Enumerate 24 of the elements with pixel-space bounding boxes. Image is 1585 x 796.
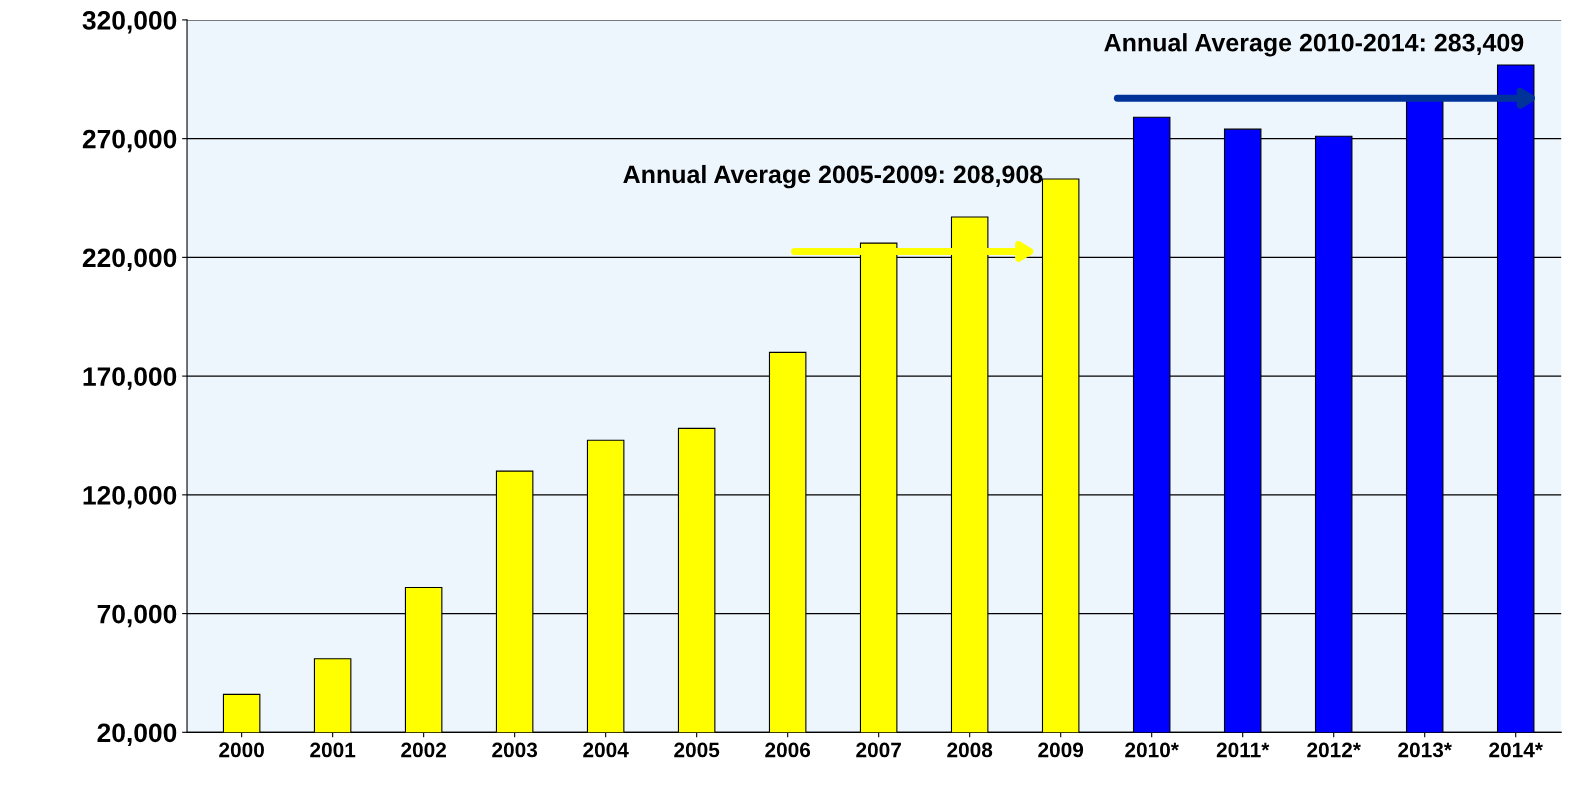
x-tick-label: 2001 (310, 742, 356, 758)
y-tick-label: 20,000 (97, 723, 177, 746)
x-tick-label: 2004 (583, 742, 629, 758)
x-tick-label: 2011* (1216, 742, 1270, 758)
annotation: Annual Average 2005-2009: 208,908 (623, 164, 1043, 189)
x-tick-label: 2002 (401, 742, 446, 758)
x-tick-label: 2012* (1307, 742, 1361, 758)
y-tick-label: 270,000 (82, 129, 177, 153)
x-tick-label: 2005 (674, 742, 720, 758)
x-tick-label: 2010* (1125, 742, 1179, 758)
y-tick-label: 220,000 (82, 248, 177, 272)
x-tick-label: 2008 (947, 742, 993, 758)
x-tick-label: 2014* (1489, 742, 1543, 758)
x-tick-label: 2009 (1038, 742, 1084, 758)
y-tick-label: 170,000 (83, 367, 177, 390)
x-tick-label: 2013* (1398, 742, 1452, 758)
y-tick-label: 320,000 (82, 11, 177, 34)
x-tick-label: 2006 (765, 742, 811, 758)
x-tick-label: 2000 (219, 742, 264, 758)
x-tick-label: 2007 (856, 742, 901, 758)
y-tick-label: 120,000 (83, 485, 177, 509)
y-tick-label: 70,000 (97, 604, 177, 628)
annotation: Annual Average 2010-2014: 283,409 (1104, 33, 1524, 57)
x-tick-label: 2003 (492, 742, 538, 758)
